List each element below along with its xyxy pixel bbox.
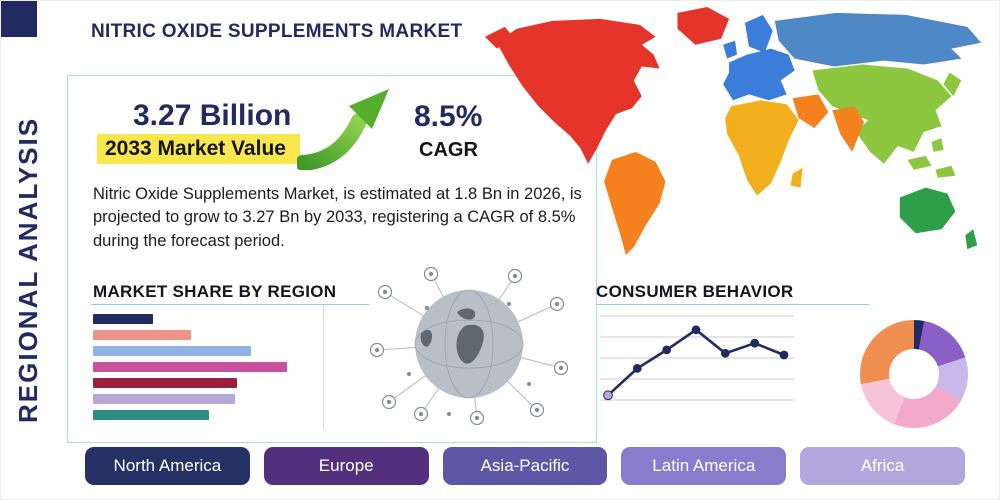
market-share-section-title: MARKET SHARE BY REGION bbox=[93, 282, 337, 301]
bar-segment-1 bbox=[93, 314, 153, 324]
bar-segment-6 bbox=[93, 394, 235, 404]
continent-europe bbox=[723, 48, 795, 101]
line-point-1 bbox=[603, 390, 613, 401]
globe-network-illustration bbox=[369, 264, 571, 433]
continent-south-america bbox=[604, 151, 666, 256]
market-description: Nitric Oxide Supplements Market, is esti… bbox=[93, 185, 582, 250]
region-japan bbox=[943, 72, 962, 97]
bar-segment-2 bbox=[93, 330, 191, 340]
market-value-label: 2033 Market Value bbox=[97, 134, 300, 164]
region-southeast-asia-2 bbox=[935, 165, 956, 178]
continent-africa bbox=[725, 100, 799, 196]
growth-arrow-icon bbox=[295, 85, 392, 175]
market-share-bar-chart bbox=[93, 314, 325, 426]
region-india bbox=[832, 106, 865, 152]
bar-segment-7 bbox=[93, 410, 209, 420]
continent-australia bbox=[899, 187, 956, 234]
region-button-north-america[interactable]: North America bbox=[85, 447, 250, 485]
continent-asia bbox=[812, 64, 952, 164]
content-panel bbox=[67, 75, 597, 443]
line-point-4 bbox=[691, 325, 701, 335]
bar-segment-3 bbox=[93, 346, 251, 356]
market-value-stat: 3.27 Billion bbox=[133, 99, 292, 132]
line-point-5 bbox=[720, 348, 730, 358]
page-title: NITRIC OXIDE SUPPLEMENTS MARKET bbox=[91, 21, 463, 42]
market-share-rule bbox=[91, 304, 369, 305]
bar-segment-5 bbox=[93, 378, 237, 388]
continent-north-america bbox=[496, 18, 660, 164]
region-greenland bbox=[677, 6, 730, 45]
vertical-title: REGIONAL ANALYSIS bbox=[13, 116, 43, 423]
consumer-behavior-rule bbox=[596, 304, 869, 305]
corner-accent-square bbox=[1, 1, 37, 37]
region-alaska bbox=[484, 26, 515, 49]
region-buttons: North America Europe Asia-Pacific Latin Ame… bbox=[85, 447, 965, 485]
region-scandinavia bbox=[744, 14, 773, 53]
region-uk bbox=[723, 40, 738, 59]
consumer-behavior-section-title: CONSUMER BEHAVIOR bbox=[596, 282, 794, 301]
regional-donut-chart bbox=[860, 320, 968, 428]
line-point-3 bbox=[662, 345, 672, 355]
line-point-2 bbox=[632, 364, 642, 373]
region-madagascar bbox=[790, 167, 803, 188]
world-map bbox=[481, 3, 1000, 276]
bar-chart-gridline bbox=[323, 305, 324, 429]
consumer-behavior-chart bbox=[598, 308, 796, 415]
line-point-7 bbox=[779, 350, 789, 360]
cagr-stat: 8.5% bbox=[414, 100, 483, 133]
region-button-latin-america[interactable]: Latin America bbox=[621, 447, 787, 485]
region-button-asia-pacific[interactable]: Asia-Pacific bbox=[442, 447, 608, 485]
region-southeast-asia-3 bbox=[931, 137, 944, 152]
cagr-label: CAGR bbox=[419, 139, 478, 161]
line-point-6 bbox=[750, 338, 760, 348]
region-new-zealand bbox=[965, 229, 978, 250]
bar-segment-4 bbox=[93, 362, 287, 372]
region-russia bbox=[774, 12, 982, 67]
region-southeast-asia-1 bbox=[907, 155, 932, 170]
region-button-africa[interactable]: Africa bbox=[800, 447, 965, 485]
region-button-europe[interactable]: Europe bbox=[263, 447, 429, 485]
region-middle-east bbox=[792, 94, 829, 129]
consumer-behavior-chart-svg bbox=[600, 315, 794, 401]
